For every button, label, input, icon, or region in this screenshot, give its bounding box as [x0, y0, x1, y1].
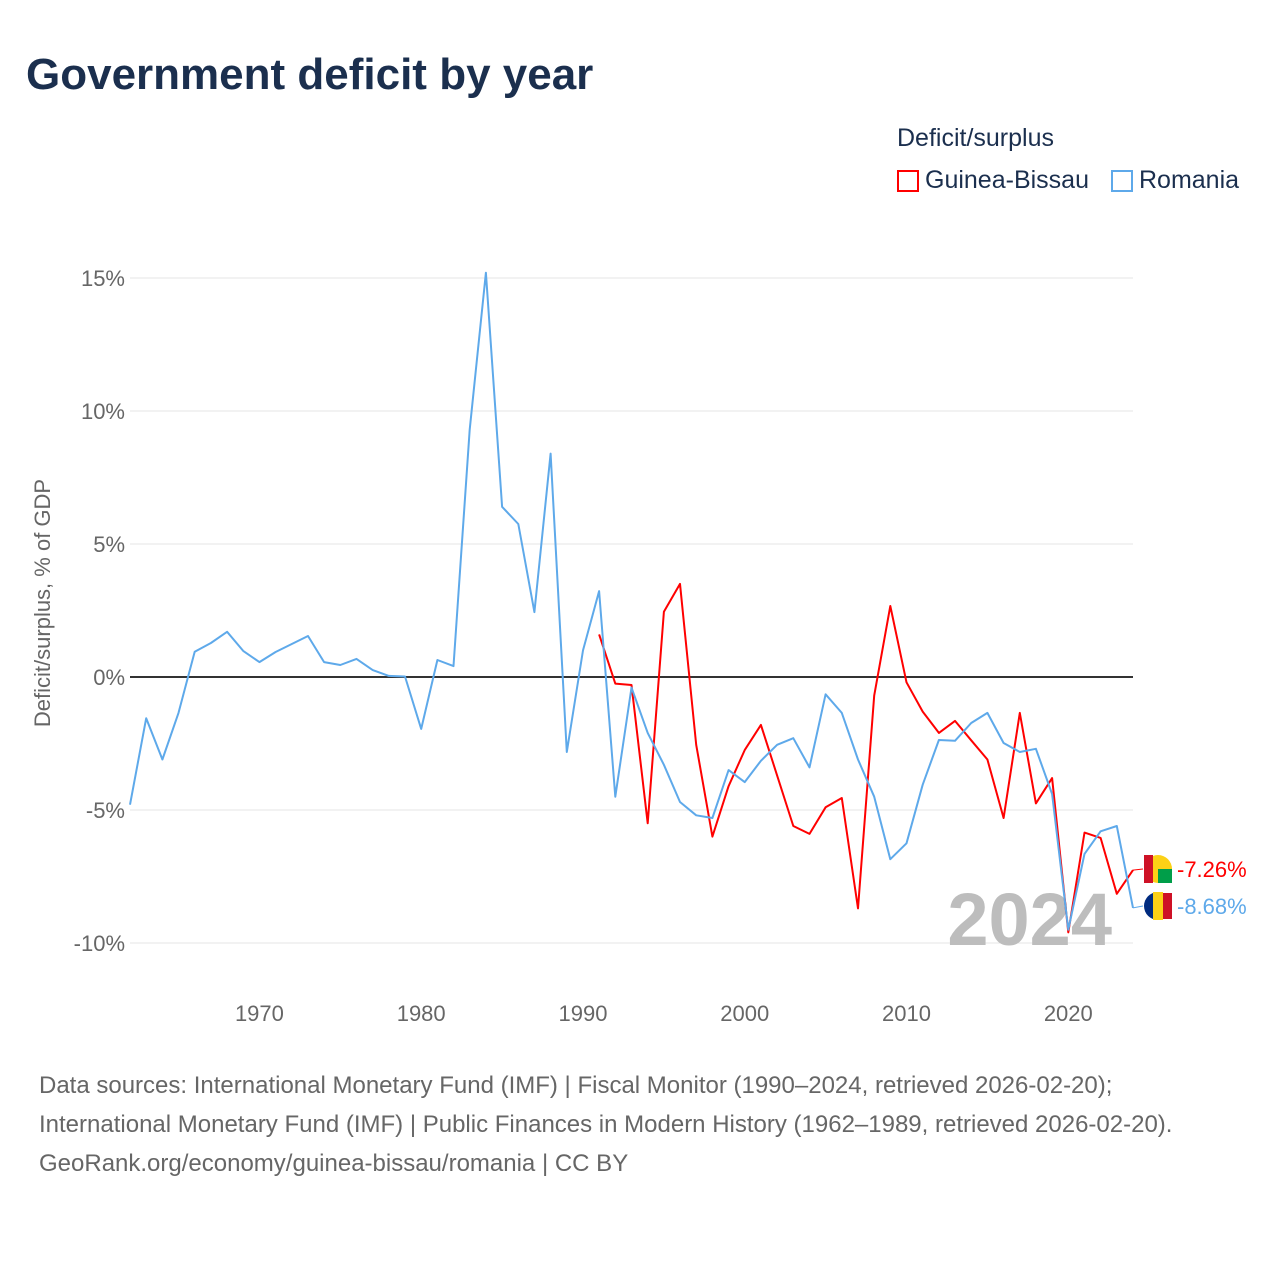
label-connector: [1132, 868, 1144, 871]
line-chart: 15% 10% 5% 0% -5% -10% 1970 1980 1990 2000 2010 202…: [30, 266, 1247, 1026]
year-watermark: 2024: [947, 878, 1112, 961]
legend-swatch: [897, 169, 919, 192]
footer: Data sources: International Monetary Fun…: [39, 1066, 1239, 1183]
x-tick-label: 2000: [720, 1001, 769, 1026]
y-tick-label: -5%: [86, 798, 125, 823]
y-tick-label: 0%: [93, 665, 125, 690]
label-connector: [1132, 905, 1144, 909]
end-value-label: -8.68%: [1177, 894, 1247, 919]
legend-title: Deficit/surplus: [897, 124, 1054, 152]
flag-icon-part: [1144, 855, 1153, 883]
x-tick-label: 1990: [558, 1001, 607, 1026]
y-axis-label: Deficit/surplus, % of GDP: [30, 479, 55, 727]
y-tick-label: 10%: [81, 399, 125, 424]
y-tick-label: -10%: [74, 931, 125, 956]
page-title: Government deficit by year: [26, 50, 594, 99]
x-tick-label: 2010: [882, 1001, 931, 1026]
series-line-romania: [129, 271, 1134, 931]
legend-label: Romania: [1139, 166, 1240, 194]
legend-label: Guinea-Bissau: [925, 166, 1089, 194]
end-value-label: -7.26%: [1177, 857, 1247, 882]
legend-item-guinea-bissau[interactable]: Guinea-Bissau: [897, 166, 1089, 195]
legend-swatch: [1111, 169, 1133, 192]
data-sources: Data sources: International Monetary Fun…: [39, 1072, 1173, 1138]
x-tick-label: 1970: [235, 1001, 284, 1026]
x-tick-label: 1980: [397, 1001, 446, 1026]
y-tick-label: 5%: [93, 532, 125, 557]
flag-icon-part: [1163, 893, 1172, 919]
x-tick-label: 2020: [1044, 1001, 1093, 1026]
legend-item-romania[interactable]: Romania: [1111, 166, 1239, 195]
y-tick-label: 15%: [81, 266, 125, 291]
series-line-guinea-bissau: [598, 582, 1134, 934]
flag-icon-part: [1153, 892, 1163, 920]
credit-link[interactable]: GeoRank.org/economy/guinea-bissau/romani…: [39, 1150, 629, 1177]
flag-icon-part: [1158, 869, 1172, 883]
